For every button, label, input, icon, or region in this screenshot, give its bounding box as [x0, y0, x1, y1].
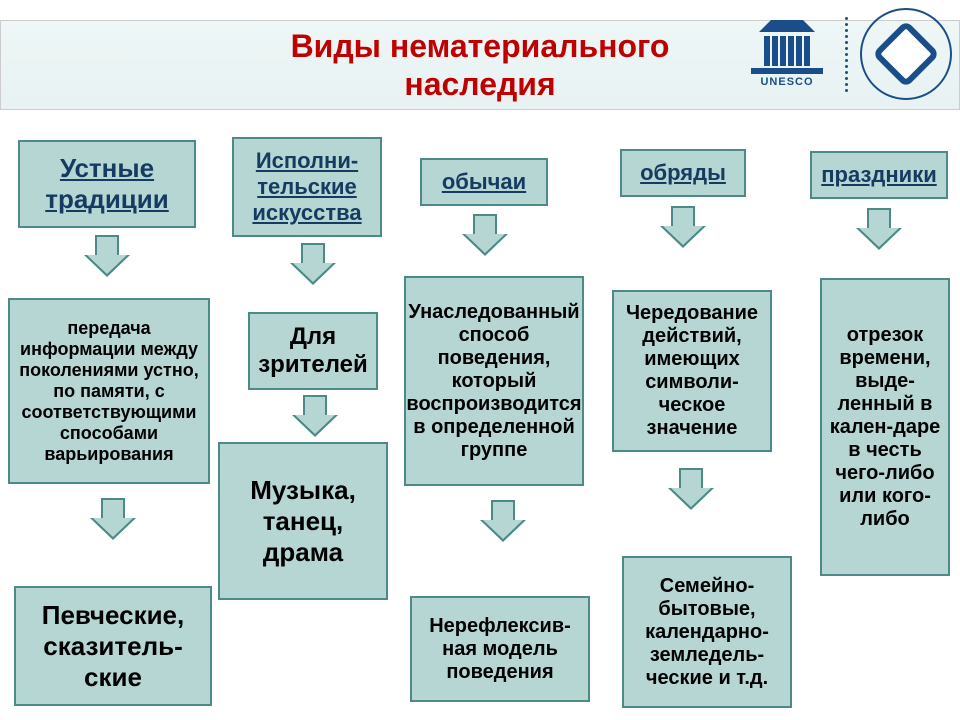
desc-nonreflexive-model: Нерефлексив-ная модель поведения [410, 596, 590, 702]
head-label: Исполни-тельские искусства [240, 148, 374, 226]
desc-singing-storytelling: Певческие, сказитель-ские [14, 586, 212, 706]
unesco-logo: UNESCO [741, 8, 833, 100]
unesco-roof-icon [759, 20, 815, 32]
desc-text: Нерефлексив-ная модель поведения [418, 615, 582, 684]
desc-text: Певческие, сказитель-ские [22, 600, 204, 693]
head-holidays: праздники [810, 151, 948, 199]
arrow-down-icon [856, 208, 902, 250]
unesco-label: UNESCO [760, 76, 813, 88]
desc-text: Для зрителей [256, 323, 370, 379]
arrow-down-icon [480, 500, 526, 542]
arrow-down-icon [292, 395, 338, 437]
head-oral-traditions: Устные традиции [18, 140, 196, 228]
desc-inherited-behavior: Унаследованный способ поведения, который… [404, 276, 584, 486]
arrow-down-icon [90, 498, 136, 540]
desc-music-dance-drama: Музыка, танец, драма [218, 442, 388, 600]
logos: UNESCO [741, 8, 952, 100]
desc-text: Чередование действий, имеющих символи-че… [620, 302, 764, 440]
desc-text: Музыка, танец, драма [226, 475, 380, 568]
desc-oral-transmission: передача информации между поколениями ус… [8, 298, 210, 484]
head-label: обряды [640, 160, 726, 186]
desc-text: Семейно-бытовые, календарно-земледель-че… [630, 575, 784, 690]
unesco-base-icon [751, 68, 823, 74]
arrow-down-icon [668, 468, 714, 510]
arrow-down-icon [290, 243, 336, 285]
head-label: обычаи [442, 169, 526, 195]
arrow-down-icon [462, 214, 508, 256]
desc-calendar-period: отрезок времени, выде-ленный в кален-дар… [820, 278, 950, 576]
unesco-columns-icon [764, 36, 810, 66]
desc-text: передача информации между поколениями ус… [16, 318, 202, 465]
head-rites: обряды [620, 149, 746, 197]
desc-symbolic-actions: Чередование действий, имеющих символи-че… [612, 290, 772, 452]
desc-text: отрезок времени, выде-ленный в кален-дар… [828, 324, 942, 531]
head-label: праздники [821, 162, 936, 188]
desc-family-calendar: Семейно-бытовые, календарно-земледель-че… [622, 556, 792, 708]
arrow-down-icon [84, 235, 130, 277]
world-heritage-logo [860, 8, 952, 100]
dots-divider-icon [845, 17, 848, 92]
head-customs: обычаи [420, 158, 548, 206]
head-performing-arts: Исполни-тельские искусства [232, 137, 382, 237]
arrow-down-icon [660, 206, 706, 248]
desc-text: Унаследованный способ поведения, который… [406, 301, 581, 462]
desc-for-audience: Для зрителей [248, 312, 378, 390]
page-title: Виды нематериального наследия [220, 27, 740, 104]
head-label: Устные традиции [26, 153, 188, 215]
